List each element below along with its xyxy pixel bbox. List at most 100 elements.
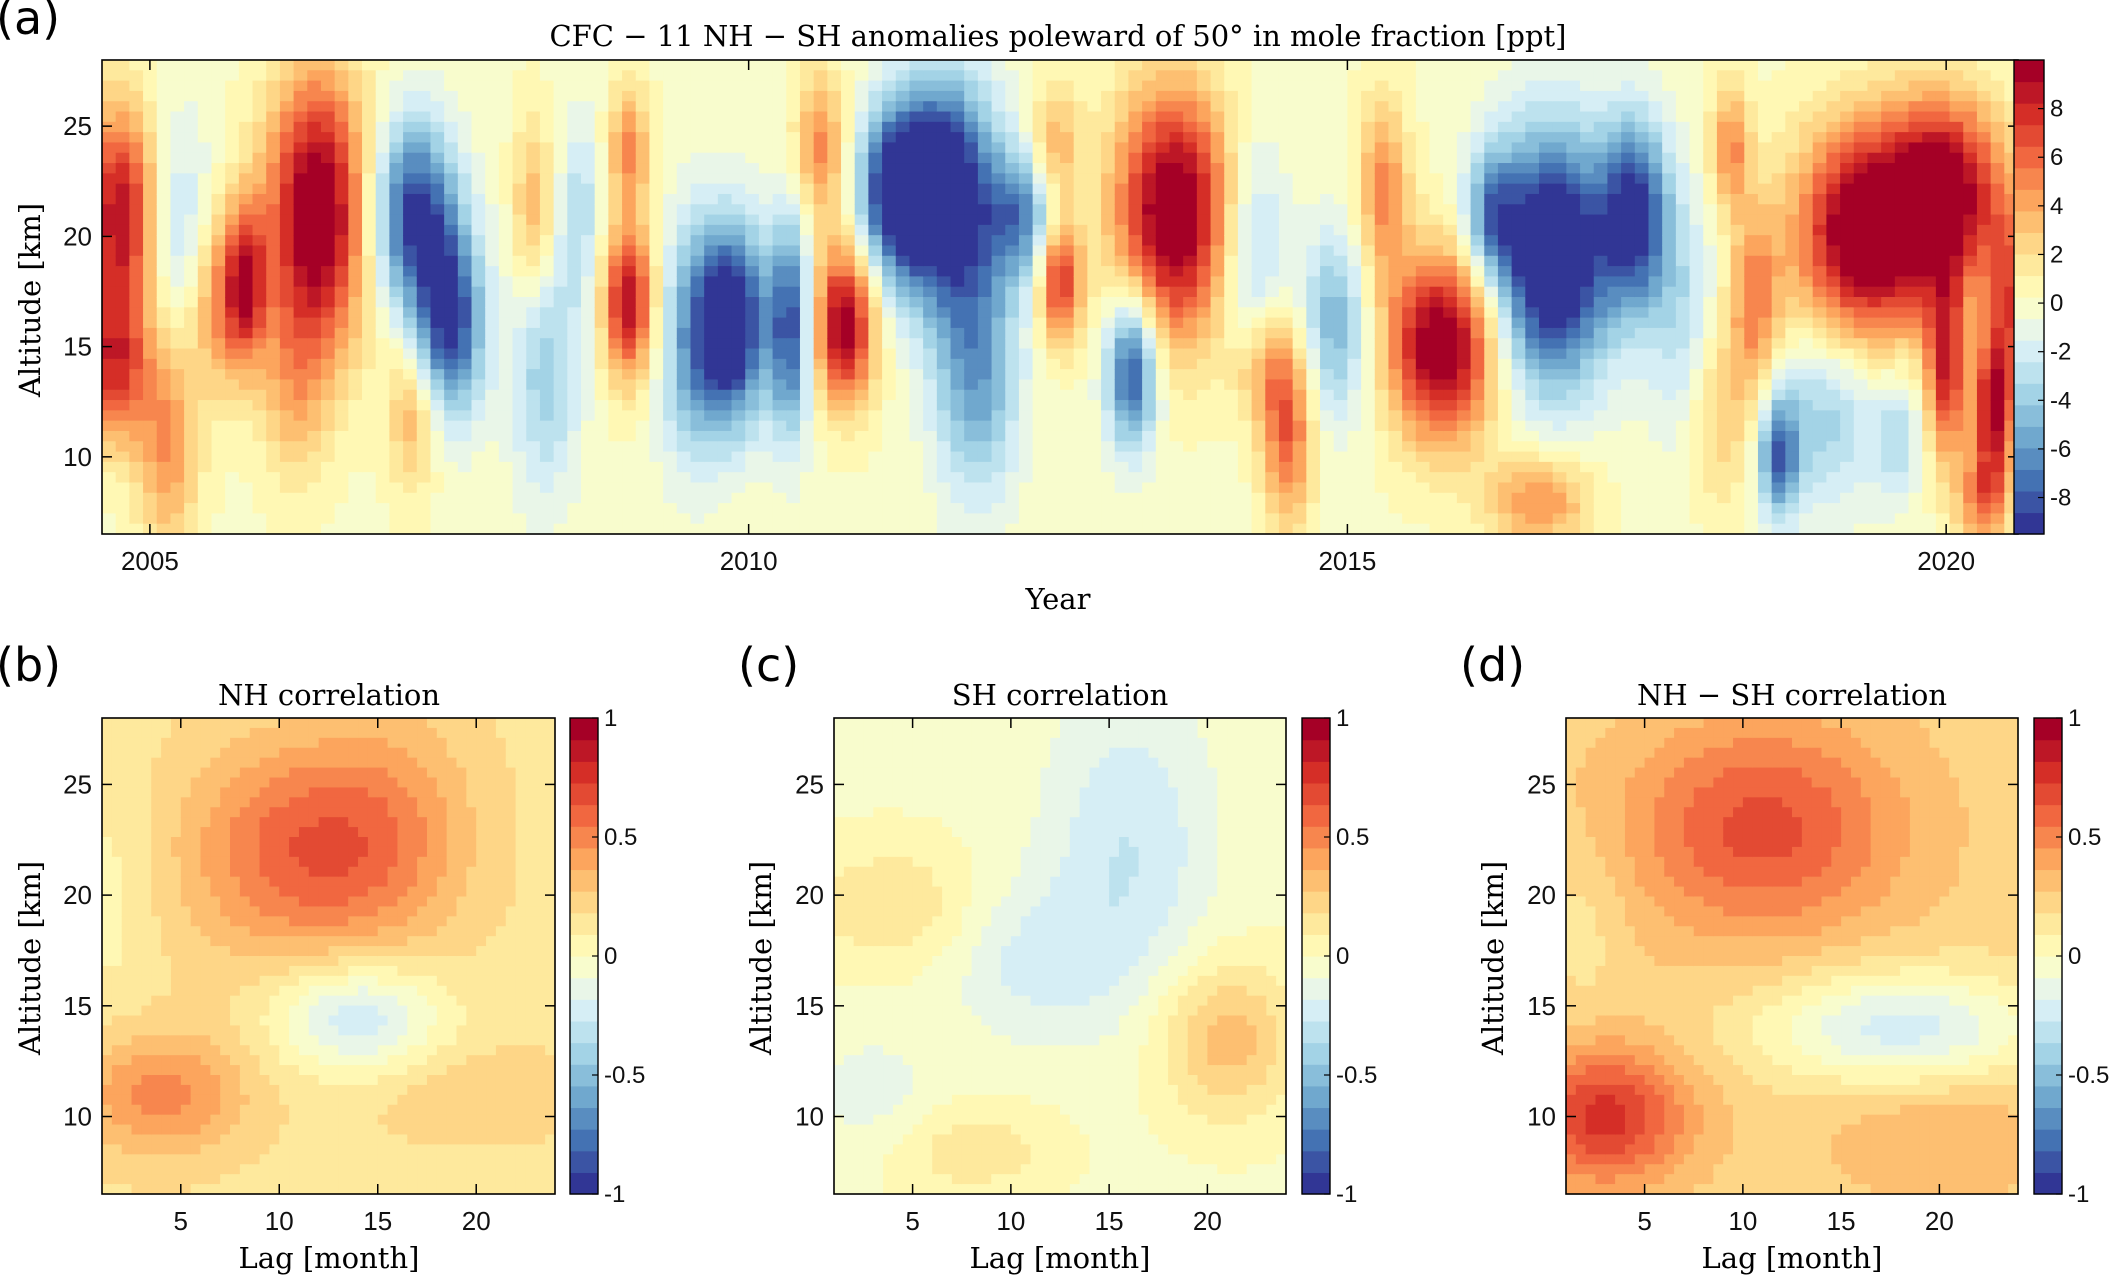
- heatmap-cell: [348, 204, 363, 216]
- heatmap-cell: [977, 430, 993, 442]
- heatmap-cell: [416, 111, 432, 123]
- heatmap-cell: [334, 400, 349, 411]
- heatmap-cell: [1429, 513, 1444, 525]
- heatmap-cell: [334, 183, 349, 195]
- heatmap-cell: [498, 173, 514, 185]
- heatmap-cell: [841, 224, 856, 236]
- heatmap-cell: [991, 111, 1006, 123]
- heatmap-cell: [334, 121, 349, 133]
- heatmap-cell: [389, 163, 404, 174]
- heatmap-cell: [1566, 70, 1581, 82]
- heatmap-cell: [252, 183, 267, 195]
- heatmap-cell: [1580, 255, 1595, 267]
- heatmap-cell: [1347, 461, 1362, 473]
- heatmap-cell: [1443, 286, 1458, 298]
- heatmap-cell: [1251, 482, 1266, 494]
- heatmap-cell: [1402, 70, 1417, 82]
- heatmap-cell: [1210, 255, 1225, 267]
- heatmap-cell: [772, 224, 787, 236]
- heatmap-cell: [909, 410, 924, 422]
- heatmap-cell: [690, 503, 705, 514]
- heatmap-cell: [1566, 276, 1581, 288]
- heatmap-cell: [608, 523, 623, 535]
- heatmap-cell: [211, 152, 226, 164]
- heatmap-cell: [690, 101, 705, 113]
- heatmap-cell: [854, 70, 869, 82]
- heatmap-cell: [498, 430, 514, 442]
- heatmap-cell: [389, 379, 404, 391]
- heatmap-cell: [895, 183, 911, 195]
- heatmap-cell: [717, 420, 733, 432]
- heatmap-cell: [307, 441, 322, 453]
- heatmap-cell: [1511, 338, 1526, 350]
- heatmap-cell: [1333, 193, 1348, 205]
- heatmap-cell: [1333, 503, 1348, 514]
- heatmap-cell: [731, 430, 746, 442]
- heatmap-cell: [1333, 101, 1348, 113]
- heatmap-cell: [1511, 523, 1526, 535]
- heatmap-cell: [758, 214, 774, 226]
- heatmap-cell: [184, 523, 199, 535]
- heatmap-cell: [512, 348, 527, 360]
- heatmap-cell: [827, 441, 842, 453]
- heatmap-cell: [1251, 214, 1266, 226]
- heatmap-cell: [1196, 245, 1212, 257]
- heatmap-cell: [868, 255, 883, 267]
- heatmap-cell: [307, 461, 322, 473]
- heatmap-cell: [143, 348, 158, 360]
- heatmap-cell: [1374, 420, 1390, 432]
- heatmap-cell: [293, 132, 308, 144]
- heatmap-cell: [1032, 492, 1047, 504]
- heatmap-cell: [690, 482, 705, 494]
- heatmap-cell: [1005, 400, 1020, 411]
- heatmap-cell: [1566, 482, 1581, 494]
- heatmap-cell: [1196, 132, 1212, 144]
- heatmap-cell: [1278, 193, 1294, 205]
- heatmap-cell: [1456, 276, 1472, 288]
- heatmap-cell: [1484, 482, 1499, 494]
- heatmap-cell: [1443, 492, 1458, 504]
- heatmap-cell: [498, 327, 514, 339]
- heatmap-cell: [827, 255, 842, 267]
- heatmap-cell: [348, 70, 363, 82]
- heatmap-cell: [813, 420, 828, 432]
- heatmap-cell: [977, 369, 993, 381]
- heatmap-cell: [868, 276, 883, 288]
- heatmap-cell: [1497, 286, 1513, 298]
- heatmap-cell: [895, 163, 911, 174]
- heatmap-cell: [964, 276, 979, 288]
- heatmap-cell: [608, 297, 623, 308]
- heatmap-cell: [594, 111, 609, 123]
- heatmap-cell: [184, 358, 199, 370]
- heatmap-cell: [1497, 121, 1513, 133]
- heatmap-cell: [923, 183, 938, 195]
- heatmap-cell: [1361, 235, 1376, 247]
- heatmap-cell: [827, 338, 842, 350]
- heatmap-cell: [1237, 472, 1253, 484]
- heatmap-cell: [1087, 224, 1102, 236]
- heatmap-cell: [704, 101, 719, 113]
- heatmap-cell: [1511, 410, 1526, 422]
- heatmap-cell: [1224, 60, 1239, 71]
- heatmap-cell: [1142, 224, 1157, 236]
- heatmap-cell: [1032, 286, 1047, 298]
- heatmap-cell: [964, 492, 979, 504]
- heatmap-cell: [170, 80, 185, 92]
- heatmap-cell: [1169, 472, 1184, 484]
- heatmap-cell: [635, 255, 651, 267]
- heatmap-cell: [1032, 152, 1047, 164]
- heatmap-cell: [868, 410, 883, 422]
- heatmap-cell: [1443, 379, 1458, 391]
- heatmap-cell: [1539, 389, 1554, 401]
- heatmap-cell: [594, 482, 609, 494]
- heatmap-cell: [115, 523, 130, 535]
- heatmap-cell: [635, 224, 651, 236]
- heatmap-cell: [512, 441, 527, 453]
- heatmap-cell: [581, 513, 596, 525]
- heatmap-cell: [184, 142, 199, 154]
- heatmap-cell: [594, 80, 609, 92]
- heatmap-cell: [841, 132, 856, 144]
- heatmap-cell: [416, 369, 432, 381]
- heatmap-cell: [622, 276, 637, 288]
- heatmap-cell: [1046, 441, 1061, 453]
